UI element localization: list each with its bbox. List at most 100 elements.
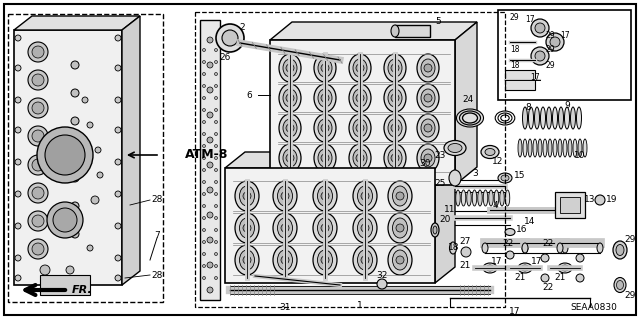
Ellipse shape xyxy=(273,181,297,211)
Ellipse shape xyxy=(449,242,456,254)
Circle shape xyxy=(461,247,471,257)
Ellipse shape xyxy=(239,186,255,206)
Polygon shape xyxy=(225,152,455,168)
Ellipse shape xyxy=(279,114,301,142)
Bar xyxy=(560,197,580,213)
Circle shape xyxy=(202,217,205,219)
Ellipse shape xyxy=(279,84,301,112)
Circle shape xyxy=(32,102,44,114)
Text: 31: 31 xyxy=(279,303,291,313)
Ellipse shape xyxy=(388,89,402,107)
Circle shape xyxy=(202,85,205,87)
Ellipse shape xyxy=(353,213,377,243)
Circle shape xyxy=(82,97,88,103)
Circle shape xyxy=(396,192,404,200)
Circle shape xyxy=(87,122,93,128)
Text: 18: 18 xyxy=(510,61,520,70)
Circle shape xyxy=(95,147,101,153)
Circle shape xyxy=(207,112,213,118)
Text: 18: 18 xyxy=(448,243,460,253)
Ellipse shape xyxy=(235,181,259,211)
Circle shape xyxy=(396,256,404,264)
Ellipse shape xyxy=(283,119,297,137)
Ellipse shape xyxy=(448,144,462,152)
Ellipse shape xyxy=(417,114,439,142)
Ellipse shape xyxy=(239,250,255,270)
Ellipse shape xyxy=(543,139,547,157)
Bar xyxy=(505,70,535,90)
Ellipse shape xyxy=(485,149,495,155)
Ellipse shape xyxy=(616,244,624,256)
Ellipse shape xyxy=(314,144,336,172)
Ellipse shape xyxy=(318,59,332,77)
Circle shape xyxy=(32,243,44,255)
Circle shape xyxy=(77,287,83,293)
Ellipse shape xyxy=(273,213,297,243)
Ellipse shape xyxy=(392,186,408,206)
Ellipse shape xyxy=(279,144,301,172)
Text: 17: 17 xyxy=(560,31,570,40)
Circle shape xyxy=(15,97,21,103)
Text: 29: 29 xyxy=(624,291,636,300)
Circle shape xyxy=(37,127,93,183)
Ellipse shape xyxy=(518,139,522,157)
Ellipse shape xyxy=(318,89,332,107)
Circle shape xyxy=(71,174,79,182)
Circle shape xyxy=(424,94,432,102)
Ellipse shape xyxy=(578,139,582,157)
Circle shape xyxy=(281,256,289,264)
Circle shape xyxy=(202,132,205,136)
Text: 28: 28 xyxy=(151,271,163,279)
Circle shape xyxy=(321,154,329,162)
Ellipse shape xyxy=(353,89,367,107)
Ellipse shape xyxy=(278,218,292,238)
Ellipse shape xyxy=(522,243,528,253)
Text: 21: 21 xyxy=(554,273,566,283)
Ellipse shape xyxy=(392,218,408,238)
Circle shape xyxy=(207,37,213,43)
Circle shape xyxy=(15,65,21,71)
Circle shape xyxy=(243,256,251,264)
Circle shape xyxy=(202,241,205,243)
Circle shape xyxy=(32,130,44,142)
Circle shape xyxy=(87,245,93,251)
Ellipse shape xyxy=(482,243,488,253)
Text: 17: 17 xyxy=(492,257,503,266)
Bar xyxy=(498,10,631,100)
Ellipse shape xyxy=(313,245,337,275)
Bar xyxy=(395,25,430,37)
Circle shape xyxy=(214,204,218,207)
Ellipse shape xyxy=(314,54,336,82)
Text: 17: 17 xyxy=(525,16,535,25)
Bar xyxy=(555,192,585,218)
Ellipse shape xyxy=(384,114,406,142)
Circle shape xyxy=(71,117,79,125)
Circle shape xyxy=(356,124,364,132)
Text: 22: 22 xyxy=(542,283,554,292)
Ellipse shape xyxy=(553,139,557,157)
Ellipse shape xyxy=(613,241,627,259)
Circle shape xyxy=(541,254,549,262)
Ellipse shape xyxy=(235,213,259,243)
Circle shape xyxy=(115,127,121,133)
Text: 12: 12 xyxy=(492,158,504,167)
Text: 4: 4 xyxy=(492,202,498,211)
Text: 7: 7 xyxy=(154,231,160,240)
Circle shape xyxy=(202,121,205,123)
Circle shape xyxy=(214,157,218,160)
Circle shape xyxy=(202,145,205,147)
Circle shape xyxy=(391,154,399,162)
Ellipse shape xyxy=(358,250,372,270)
Circle shape xyxy=(222,30,238,46)
Ellipse shape xyxy=(431,223,439,237)
Circle shape xyxy=(15,191,21,197)
Circle shape xyxy=(115,35,121,41)
Ellipse shape xyxy=(353,181,377,211)
Ellipse shape xyxy=(616,280,623,290)
Ellipse shape xyxy=(568,139,572,157)
Circle shape xyxy=(424,154,432,162)
Circle shape xyxy=(28,42,48,62)
Circle shape xyxy=(356,94,364,102)
Circle shape xyxy=(71,146,79,154)
Circle shape xyxy=(202,253,205,256)
